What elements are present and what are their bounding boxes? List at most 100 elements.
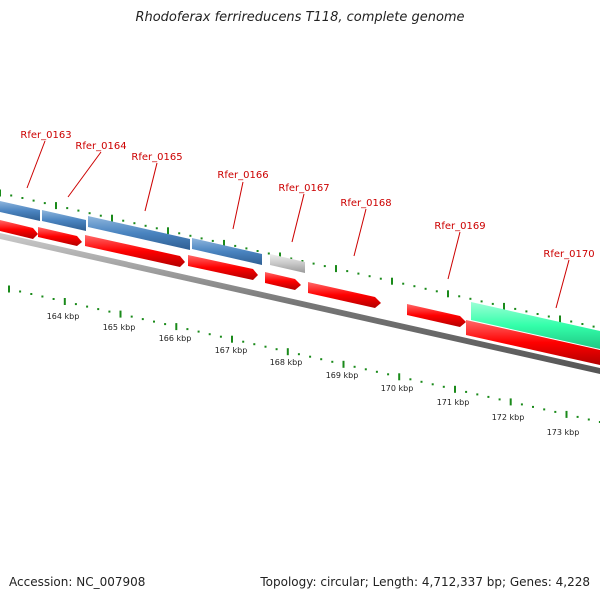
gene-bar-rfer-0164[interactable]	[42, 210, 86, 231]
upper-track-minor-tick	[581, 323, 584, 325]
lower-track-minor-tick	[431, 383, 434, 386]
cds-arrow-5[interactable]	[265, 272, 301, 290]
gene-track	[0, 201, 600, 349]
gene-bar-rfer-0163[interactable]	[0, 201, 40, 221]
gene-label-rfer-0167[interactable]: Rfer_0167	[278, 183, 329, 194]
lower-track-minor-tick	[141, 318, 144, 321]
upper-track-minor-tick	[245, 247, 248, 250]
cds-arrow-3[interactable]	[85, 235, 185, 267]
lower-track-minor-tick	[331, 360, 334, 363]
gene-bar-rfer-0167[interactable]	[270, 254, 305, 273]
lower-track-minor-tick	[576, 415, 579, 418]
lower-track-minor-tick	[532, 405, 534, 408]
gene-bar-rfer-0170[interactable]	[471, 302, 600, 349]
upper-track-minor-tick	[21, 197, 24, 199]
upper-track-minor-tick	[570, 320, 573, 323]
upper-track-minor-tick	[402, 282, 405, 285]
upper-track-minor-tick	[234, 244, 237, 247]
upper-track-minor-tick	[211, 239, 214, 242]
upper-tick-track	[0, 189, 595, 328]
map-title: Rhodoferax ferrireducens T118, complete …	[135, 10, 465, 25]
upper-track-major-tick	[111, 214, 113, 222]
upper-track-minor-tick	[122, 219, 125, 222]
cds-arrow-7[interactable]	[407, 304, 466, 327]
lower-track-minor-tick	[164, 323, 167, 326]
scale-label-169: 169 kbp	[326, 371, 359, 380]
lower-track-minor-tick	[543, 408, 546, 411]
cds-arrow-6[interactable]	[308, 282, 381, 308]
lower-track-minor-tick	[364, 368, 367, 371]
gene-label-rfer-0166[interactable]: Rfer_0166	[217, 170, 268, 181]
lower-track-minor-tick	[30, 293, 33, 295]
cds-arrow-1[interactable]	[0, 220, 38, 239]
gene-label-rfer-0170[interactable]: Rfer_0170	[543, 249, 594, 260]
gene-labels: Rfer_0163 Rfer_0164 Rfer_0165 Rfer_0166 …	[20, 130, 595, 309]
lower-track-major-tick	[8, 285, 10, 293]
gene-label-rfer-0163[interactable]: Rfer_0163	[20, 130, 71, 141]
gene-label-rfer-0165[interactable]: Rfer_0165	[131, 152, 182, 163]
lower-track-minor-tick	[19, 290, 22, 293]
lower-track-minor-tick	[598, 421, 600, 423]
upper-track-minor-tick	[178, 232, 181, 235]
gene-bar-rfer-0166[interactable]	[192, 238, 262, 265]
lower-track-major-tick	[454, 385, 456, 393]
scale-label-167: 167 kbp	[215, 346, 248, 355]
lower-track-minor-tick	[442, 385, 445, 388]
gene-bar-rfer-0165[interactable]	[88, 216, 190, 250]
upper-track-minor-tick	[368, 275, 371, 278]
upper-track-minor-tick	[43, 202, 46, 205]
lower-track-minor-tick	[86, 305, 89, 308]
lower-track-minor-tick	[420, 380, 423, 383]
upper-track-minor-tick	[525, 310, 528, 313]
lower-track-major-tick	[398, 373, 401, 381]
scale-label-164: 164 kbp	[47, 312, 80, 321]
lower-track-minor-tick	[498, 398, 501, 401]
upper-track-minor-tick	[66, 207, 69, 210]
cds-arrow-2[interactable]	[38, 227, 82, 246]
upper-track-minor-tick	[547, 315, 550, 318]
upper-track-minor-tick	[32, 199, 35, 202]
upper-track-minor-tick	[290, 257, 293, 260]
lower-track-minor-tick	[264, 345, 267, 348]
lower-track-minor-tick	[587, 418, 590, 421]
upper-track-minor-tick	[256, 250, 259, 252]
upper-track-minor-tick	[99, 214, 102, 217]
lower-track-minor-tick	[186, 328, 189, 331]
upper-track-major-tick	[55, 202, 57, 210]
cds-arrow-8[interactable]	[466, 320, 600, 365]
lower-track-major-tick	[119, 310, 122, 318]
lower-track-minor-tick	[487, 395, 490, 398]
upper-track-minor-tick	[514, 307, 517, 310]
cds-arrow-4[interactable]	[188, 255, 258, 280]
upper-track-major-tick	[391, 277, 393, 285]
upper-track-minor-tick	[267, 252, 270, 255]
genome-summary-text: Topology: circular; Length: 4,712,337 bp…	[260, 575, 590, 589]
gene-label-rfer-0169[interactable]: Rfer_0169	[434, 221, 485, 232]
lower-track-minor-tick	[41, 295, 44, 298]
lower-track-minor-tick	[297, 353, 300, 356]
lower-track-major-tick	[565, 410, 568, 418]
lower-track-minor-tick	[476, 393, 479, 396]
lower-track-minor-tick	[275, 348, 278, 351]
upper-track-minor-tick	[323, 265, 326, 268]
lower-track-minor-tick	[520, 403, 523, 406]
scale-label-172: 172 kbp	[492, 413, 525, 422]
scale-label-170: 170 kbp	[381, 384, 414, 393]
upper-track-minor-tick	[312, 262, 315, 265]
upper-track-minor-tick	[88, 212, 91, 215]
upper-track-major-tick	[447, 290, 449, 298]
gene-label-rfer-0168[interactable]: Rfer_0168	[340, 198, 391, 209]
gene-label-rfer-0164[interactable]: Rfer_0164	[75, 141, 126, 152]
lower-track-minor-tick	[52, 298, 55, 300]
lower-tick-track	[8, 285, 600, 423]
lower-track-minor-tick	[219, 335, 222, 338]
lower-track-minor-tick	[409, 378, 412, 381]
upper-track-minor-tick	[469, 297, 472, 300]
lower-track-major-tick	[231, 335, 233, 343]
cds-track	[0, 220, 600, 365]
upper-track-minor-tick	[133, 222, 136, 225]
lower-track-minor-tick	[197, 330, 200, 333]
lower-track-minor-tick	[242, 340, 245, 343]
upper-track-major-tick	[279, 252, 281, 260]
